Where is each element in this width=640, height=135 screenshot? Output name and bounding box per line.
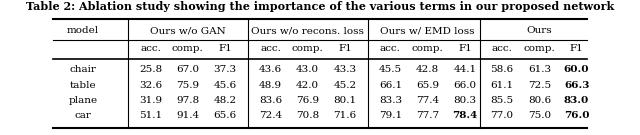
Text: plane: plane [68, 96, 97, 105]
Text: 67.0: 67.0 [176, 65, 200, 74]
Text: acc.: acc. [492, 44, 513, 53]
Text: acc.: acc. [380, 44, 401, 53]
Text: 43.6: 43.6 [259, 65, 282, 74]
Text: acc.: acc. [260, 44, 281, 53]
Text: 72.4: 72.4 [259, 111, 282, 120]
Text: 48.9: 48.9 [259, 81, 282, 90]
Text: 65.9: 65.9 [416, 81, 439, 90]
Text: F1: F1 [458, 44, 472, 53]
Text: Ours w/o recons. loss: Ours w/o recons. loss [252, 26, 364, 35]
Text: 66.0: 66.0 [453, 81, 476, 90]
Text: table: table [70, 81, 96, 90]
Text: 58.6: 58.6 [490, 65, 514, 74]
Text: F1: F1 [570, 44, 584, 53]
Text: 91.4: 91.4 [176, 111, 200, 120]
Text: 31.9: 31.9 [139, 96, 162, 105]
Text: 75.0: 75.0 [528, 111, 551, 120]
Text: Ours w/o GAN: Ours w/o GAN [150, 26, 226, 35]
Text: 78.4: 78.4 [452, 111, 477, 120]
Text: 75.9: 75.9 [176, 81, 200, 90]
Text: 71.6: 71.6 [333, 111, 356, 120]
Text: 45.2: 45.2 [333, 81, 356, 90]
Text: comp.: comp. [412, 44, 444, 53]
Text: 65.6: 65.6 [214, 111, 237, 120]
Text: 85.5: 85.5 [490, 96, 514, 105]
Text: acc.: acc. [140, 44, 161, 53]
Text: 77.7: 77.7 [416, 111, 439, 120]
Text: 25.8: 25.8 [139, 65, 162, 74]
Text: 37.3: 37.3 [214, 65, 237, 74]
Text: 80.6: 80.6 [528, 96, 551, 105]
Text: 83.3: 83.3 [379, 96, 402, 105]
Text: comp.: comp. [292, 44, 324, 53]
Text: Ours w/ EMD loss: Ours w/ EMD loss [380, 26, 475, 35]
Text: 45.5: 45.5 [379, 65, 402, 74]
Text: car: car [74, 111, 92, 120]
Text: 97.8: 97.8 [176, 96, 200, 105]
Text: 43.3: 43.3 [333, 65, 356, 74]
Text: 66.1: 66.1 [379, 81, 402, 90]
Text: 60.0: 60.0 [564, 65, 589, 74]
Text: comp.: comp. [524, 44, 556, 53]
Text: 76.0: 76.0 [564, 111, 589, 120]
Text: 44.1: 44.1 [453, 65, 476, 74]
Text: 79.1: 79.1 [379, 111, 402, 120]
Text: 43.0: 43.0 [296, 65, 319, 74]
Text: comp.: comp. [172, 44, 204, 53]
Text: 70.8: 70.8 [296, 111, 319, 120]
Text: 76.9: 76.9 [296, 96, 319, 105]
Text: 48.2: 48.2 [214, 96, 237, 105]
Text: 83.0: 83.0 [564, 96, 589, 105]
Text: 80.1: 80.1 [333, 96, 356, 105]
Text: 61.1: 61.1 [490, 81, 514, 90]
Text: 45.6: 45.6 [214, 81, 237, 90]
Text: 61.3: 61.3 [528, 65, 551, 74]
Text: model: model [67, 26, 99, 35]
Text: 42.8: 42.8 [416, 65, 439, 74]
Text: chair: chair [70, 65, 97, 74]
Text: F1: F1 [218, 44, 232, 53]
Text: 72.5: 72.5 [528, 81, 551, 90]
Text: 32.6: 32.6 [139, 81, 162, 90]
Text: Table 2: Ablation study showing the importance of the various terms in our propo: Table 2: Ablation study showing the impo… [26, 1, 614, 12]
Text: 80.3: 80.3 [453, 96, 476, 105]
Text: Ours: Ours [527, 26, 552, 35]
Text: 77.4: 77.4 [416, 96, 439, 105]
Text: 51.1: 51.1 [139, 111, 162, 120]
Text: 77.0: 77.0 [490, 111, 514, 120]
Text: 83.6: 83.6 [259, 96, 282, 105]
Text: F1: F1 [338, 44, 352, 53]
Text: 66.3: 66.3 [564, 81, 589, 90]
Text: 42.0: 42.0 [296, 81, 319, 90]
